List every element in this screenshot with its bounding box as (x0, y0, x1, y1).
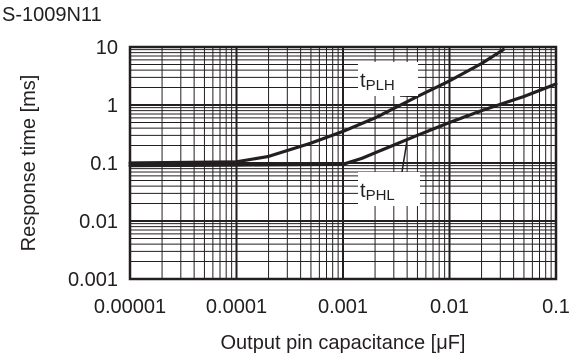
x-tick-label: 0.01 (430, 296, 469, 318)
series-line-phl (128, 82, 558, 168)
tick-labels: 0.00001 0.0001 0.001 0.01 0.1 0.001 0.01 0.1 1 10 (68, 37, 570, 318)
y-tick-label: 10 (96, 37, 118, 59)
series-line-plh (128, 48, 505, 165)
x-tick-label: 0.00001 (94, 296, 166, 318)
y-tick-label: 0.1 (90, 153, 118, 175)
series-label-background-plh (358, 62, 418, 96)
y-tick-label: 0.001 (68, 269, 118, 291)
series-labels: tPLH tPHL (358, 62, 420, 206)
series-label-phl: tPHL (360, 180, 395, 204)
series-label-plh: tPLH (360, 70, 395, 94)
y-axis-label: Response time [ms] (18, 75, 40, 252)
chart-title: S-1009N11 (2, 4, 102, 26)
plot-frame (128, 45, 558, 281)
series-label-leader-plh (399, 95, 418, 98)
x-tick-label: 0.0001 (206, 296, 267, 318)
series-label-leader-phl (401, 139, 408, 173)
x-tick-label: 0.1 (542, 296, 570, 318)
x-tick-label: 0.001 (318, 296, 368, 318)
y-tick-label: 0.01 (79, 211, 118, 233)
series-layer (128, 48, 558, 168)
y-tick-label: 1 (107, 95, 118, 117)
series-label-background-phl (358, 172, 420, 206)
x-axis-label: Output pin capacitance [μF] (221, 332, 466, 354)
